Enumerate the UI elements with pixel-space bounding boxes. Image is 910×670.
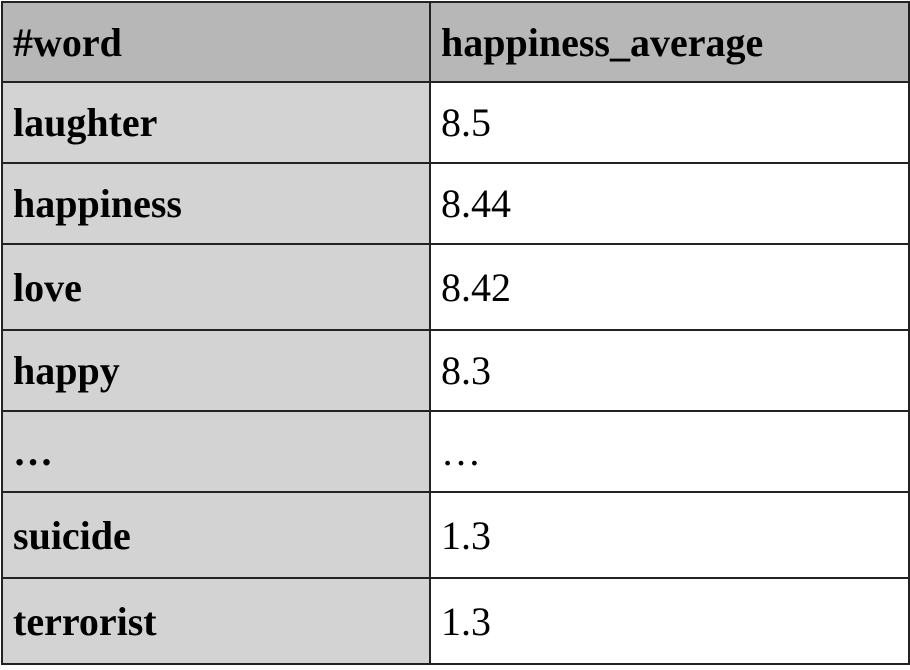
table-row: laughter 8.5 <box>1 81 910 164</box>
table-row: … … <box>1 410 910 493</box>
word-cell: laughter <box>1 81 431 164</box>
word-cell: happy <box>1 329 431 412</box>
table-body: laughter 8.5 happiness 8.44 love 8.42 ha… <box>1 81 910 665</box>
table-row: suicide 1.3 <box>1 491 910 579</box>
header-row: #word happiness_average <box>1 1 910 83</box>
table-row: love 8.42 <box>1 243 910 331</box>
happiness-value-cell: 8.5 <box>429 81 910 164</box>
word-cell: … <box>1 410 431 493</box>
happiness-value-cell: 8.42 <box>429 243 910 331</box>
happiness-value-cell: 1.3 <box>429 491 910 579</box>
happiness-value-cell: 8.44 <box>429 162 910 245</box>
table-header: #word happiness_average <box>1 1 910 83</box>
word-cell: suicide <box>1 491 431 579</box>
table-row: happiness 8.44 <box>1 162 910 245</box>
happiness-value-cell: 8.3 <box>429 329 910 412</box>
word-cell: happiness <box>1 162 431 245</box>
table-row: terrorist 1.3 <box>1 577 910 665</box>
column-header-happiness-average: happiness_average <box>429 1 910 83</box>
word-cell: terrorist <box>1 577 431 665</box>
column-header-word: #word <box>1 1 431 83</box>
word-cell: love <box>1 243 431 331</box>
happiness-value-cell: … <box>429 410 910 493</box>
table-row: happy 8.3 <box>1 329 910 412</box>
happiness-value-cell: 1.3 <box>429 577 910 665</box>
